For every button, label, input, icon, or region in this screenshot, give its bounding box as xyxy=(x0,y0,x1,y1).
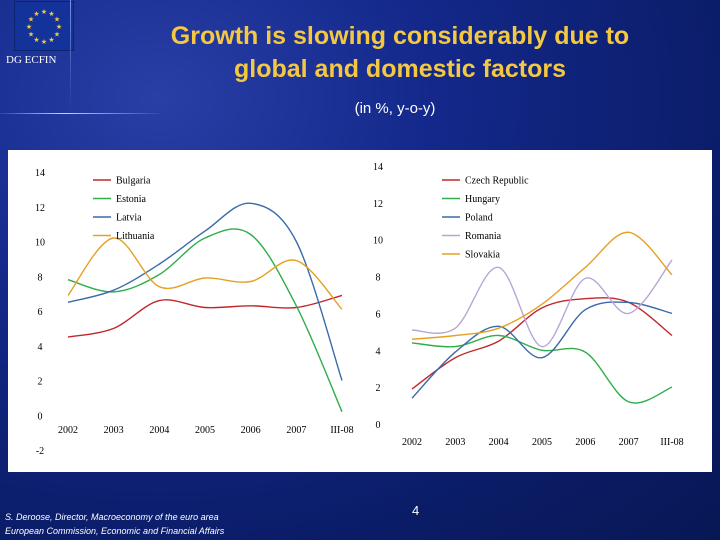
x-tick-label: 2005 xyxy=(195,425,215,436)
legend-label: Czech Republic xyxy=(465,176,529,187)
flag-star-icon: ★ xyxy=(41,38,47,46)
slide-title: Growth is slowing considerably due to gl… xyxy=(110,20,690,86)
x-tick-label: III-08 xyxy=(330,425,353,436)
flag-star-icon: ★ xyxy=(48,36,54,44)
y-tick-label: 6 xyxy=(376,309,381,320)
legend-label: Lithuania xyxy=(116,231,155,242)
y-tick-label: 0 xyxy=(376,420,381,431)
series-line-slovakia xyxy=(411,231,673,340)
y-tick-label: 2 xyxy=(376,383,381,394)
y-tick-label: 8 xyxy=(376,273,381,284)
series-line-romania xyxy=(411,259,673,348)
y-tick-label: 14 xyxy=(35,168,45,179)
flag-star-icon: ★ xyxy=(41,8,47,16)
x-tick-label: 2003 xyxy=(104,425,124,436)
flag-star-icon: ★ xyxy=(26,23,32,31)
legend-label: Latvia xyxy=(116,213,142,224)
flag-star-icon: ★ xyxy=(56,23,62,31)
y-tick-label: 10 xyxy=(35,238,45,249)
legend-label: Estonia xyxy=(116,194,147,205)
y-tick-label: 0 xyxy=(38,411,43,422)
chart-central-europe: 0 2 4 6 8 10 12 14 2002 2003 2004 2005 2006 2007 III-0… xyxy=(373,162,684,448)
series-line-hungary xyxy=(411,334,673,404)
y-tick-label: 6 xyxy=(38,307,43,318)
y-tick-label: 12 xyxy=(35,203,45,214)
legend-label: Bulgaria xyxy=(116,176,151,187)
org-label: DG ECFIN xyxy=(6,54,57,66)
footer-credits: S. Deroose, Director, Macroeconomy of th… xyxy=(5,510,224,538)
legend-label: Romania xyxy=(465,231,502,242)
x-tick-label: 2002 xyxy=(402,437,422,448)
y-tick-label: 4 xyxy=(38,342,43,353)
decorative-vertical-line xyxy=(70,0,71,110)
y-tick-label: 12 xyxy=(373,199,383,210)
page-number: 4 xyxy=(412,503,420,518)
y-tick-label: 10 xyxy=(373,236,383,247)
chart-panel-right: 0 2 4 6 8 10 12 14 2002 2003 2004 2005 2006 2007 III-0… xyxy=(364,150,712,472)
chart-panel-left: -2 0 2 4 6 8 10 12 14 2002 2003 2004 2005 2006 2007 III… xyxy=(8,150,365,472)
y-tick-label: 8 xyxy=(38,272,43,283)
chart-baltic-bulgaria: -2 0 2 4 6 8 10 12 14 2002 2003 2004 2005 2006 2007 III… xyxy=(35,168,354,457)
x-tick-label: III-08 xyxy=(660,437,683,448)
flag-star-icon: ★ xyxy=(33,36,39,44)
x-tick-label: 2007 xyxy=(286,425,306,436)
series-line-lithuania xyxy=(67,237,343,310)
slide-subtitle: (in %, y-o-y) xyxy=(354,100,436,117)
y-tick-label: -2 xyxy=(36,446,44,457)
x-tick-label: 2006 xyxy=(575,437,595,448)
series-line-poland xyxy=(411,301,673,399)
footer-author: S. Deroose, Director, Macroeconomy of th… xyxy=(5,512,219,522)
flag-star-icon: ★ xyxy=(54,16,60,24)
flag-star-icon: ★ xyxy=(33,10,39,18)
series-line-latvia xyxy=(67,202,343,381)
x-tick-label: 2006 xyxy=(241,425,261,436)
x-tick-label: 2004 xyxy=(489,437,509,448)
series-line-estonia xyxy=(67,228,343,413)
eu-flag-logo: ★ ★ ★ ★ ★ ★ ★ ★ ★ ★ ★ ★ xyxy=(14,1,74,51)
y-tick-label: 4 xyxy=(376,346,381,357)
flag-star-icon: ★ xyxy=(54,31,60,39)
x-tick-label: 2002 xyxy=(58,425,78,436)
flag-star-icon: ★ xyxy=(48,10,54,18)
footer-institution: European Commission, Economic and Financ… xyxy=(5,526,225,536)
y-tick-label: 14 xyxy=(373,162,383,173)
legend-label: Poland xyxy=(465,213,493,224)
x-tick-label: 2004 xyxy=(149,425,169,436)
legend-label: Hungary xyxy=(465,194,500,205)
x-tick-label: 2007 xyxy=(619,437,639,448)
decorative-horizontal-line xyxy=(0,113,160,114)
legend-label: Slovakia xyxy=(465,250,501,261)
y-tick-label: 2 xyxy=(38,377,43,388)
flag-star-icon: ★ xyxy=(28,31,34,39)
flag-star-icon: ★ xyxy=(28,16,34,24)
title-line-1: Growth is slowing considerably due to xyxy=(170,22,630,50)
x-tick-label: 2005 xyxy=(532,437,552,448)
x-tick-label: 2003 xyxy=(445,437,465,448)
series-line-bulgaria xyxy=(67,294,343,338)
title-line-2: global and domestic factors xyxy=(233,55,566,83)
